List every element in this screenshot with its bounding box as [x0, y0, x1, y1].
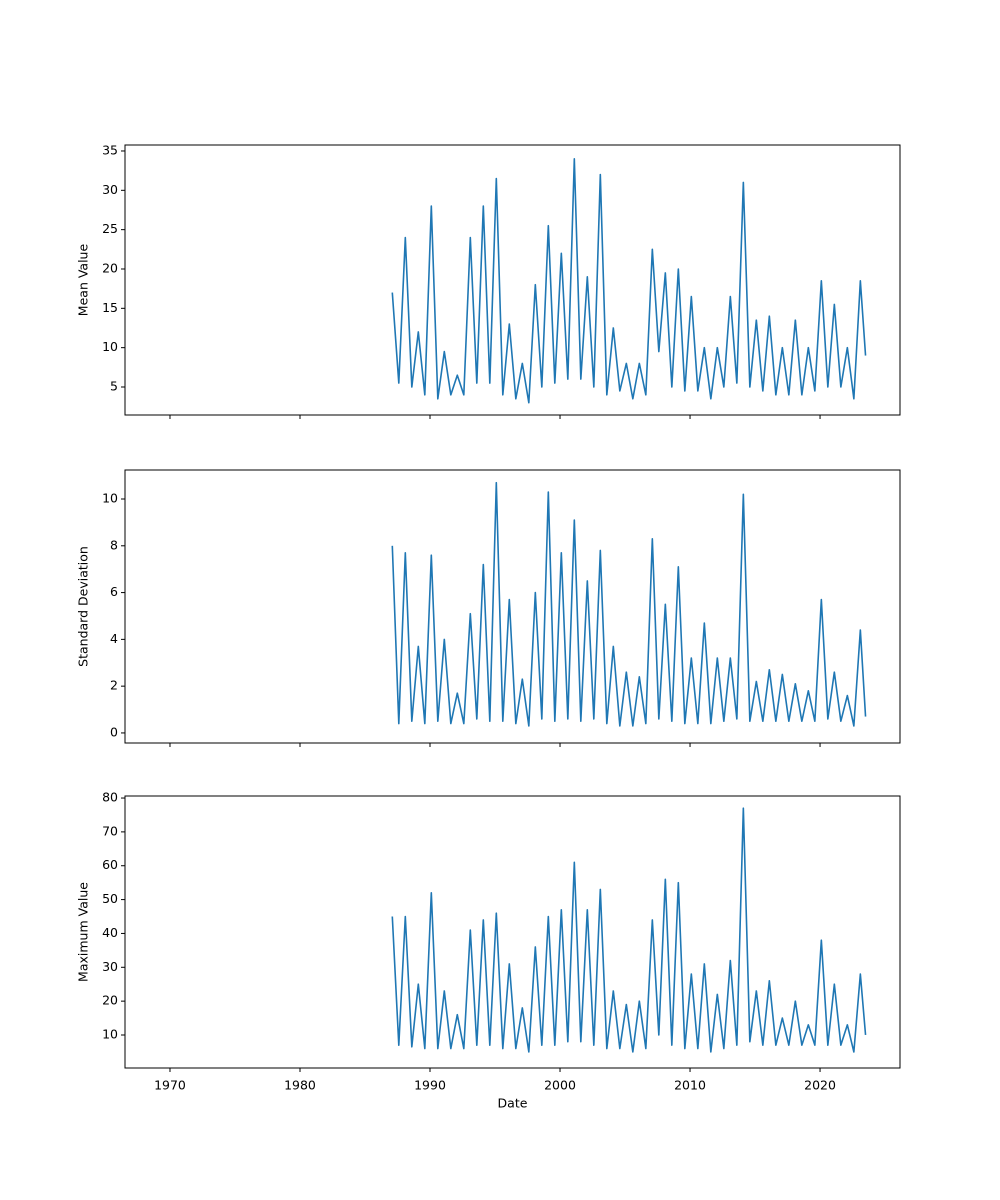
x-tick-label: 1990 — [414, 1078, 446, 1093]
y-tick-label: 2 — [110, 678, 118, 693]
y-tick-label: 20 — [102, 993, 118, 1008]
data-line — [391, 807, 867, 1053]
y-tick-label: 15 — [102, 300, 118, 315]
y-tick-label: 25 — [102, 221, 118, 236]
y-tick-label: 0 — [110, 724, 118, 739]
x-tick-label: 2010 — [674, 1078, 706, 1093]
y-tick-label: 6 — [110, 584, 118, 599]
y-tick-label: 30 — [102, 182, 118, 197]
y-tick-label: 10 — [102, 491, 118, 506]
plot-frame — [124, 469, 901, 744]
y-tick-label: 5 — [110, 378, 118, 393]
y-tick-label: 8 — [110, 537, 118, 552]
y-tick-label: 10 — [102, 339, 118, 354]
plot-frame — [124, 144, 901, 416]
x-tick-label: 1970 — [154, 1078, 186, 1093]
data-line — [391, 158, 867, 404]
x-tick-label: 2000 — [544, 1078, 576, 1093]
y-tick-label: 50 — [102, 891, 118, 906]
plot-frame — [124, 795, 901, 1069]
y-axis-label: Standard Deviation — [76, 546, 91, 667]
y-tick-label: 60 — [102, 857, 118, 872]
y-tick-label: 40 — [102, 925, 118, 940]
y-tick-label: 10 — [102, 1026, 118, 1041]
y-axis-label: Mean Value — [76, 244, 91, 317]
x-tick-label: 2020 — [804, 1078, 836, 1093]
x-tick-label: 1980 — [284, 1078, 316, 1093]
x-axis-label: Date — [498, 1096, 528, 1111]
y-tick-label: 30 — [102, 959, 118, 974]
y-tick-label: 35 — [102, 142, 118, 157]
y-tick-label: 80 — [102, 790, 118, 805]
data-line — [391, 481, 867, 727]
y-tick-label: 4 — [110, 631, 118, 646]
y-tick-label: 20 — [102, 260, 118, 275]
y-tick-label: 70 — [102, 823, 118, 838]
y-axis-label: Maximum Value — [76, 882, 91, 982]
